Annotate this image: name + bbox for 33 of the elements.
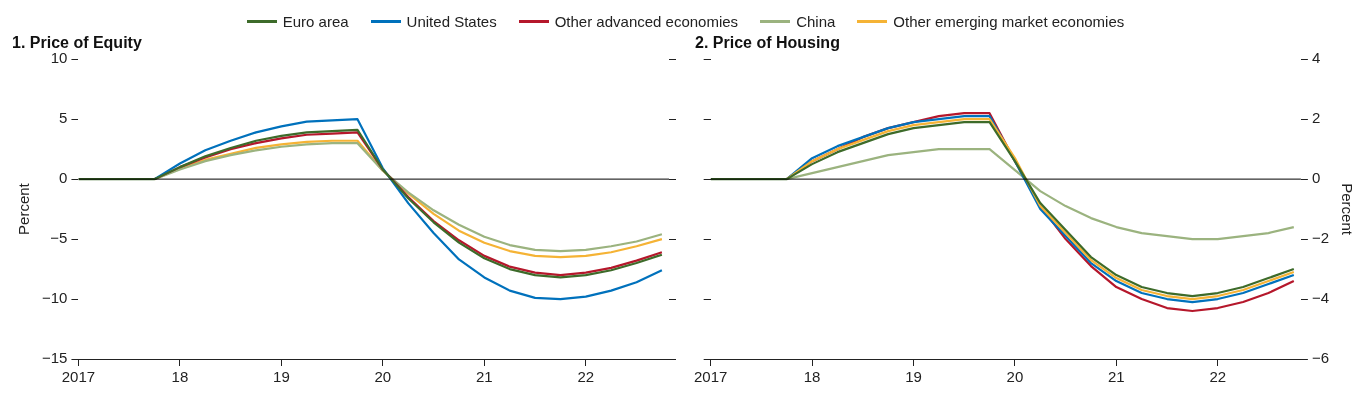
chart-title: 2. Price of Housing [695,34,840,52]
x-tick-label: 21 [1107,368,1125,386]
x-tick-label: 20 [1006,368,1024,386]
legend-label: Euro area [282,12,349,30]
y-tick-label: −10 [41,289,68,307]
x-tick-label: 2017 [694,368,728,386]
y-tick-label: 10 [50,49,68,67]
x-tick-label: 22 [577,368,595,386]
y2-tick-label: −4 [1311,289,1330,307]
y-tick-label: 5 [59,109,68,127]
x-tick-label: 19 [273,368,290,386]
x-tick-label: 21 [475,368,493,386]
legend-label: United States [406,12,497,30]
x-tick-label: 22 [1209,368,1227,386]
x-tick-label: 18 [803,368,821,386]
legend-label: Other emerging market economies [893,12,1125,30]
y-tick-label: −5 [50,229,68,247]
legend-label: China [796,12,836,30]
y2-tick-label: 2 [1311,109,1321,127]
y2-tick-label: −2 [1311,229,1330,247]
y2-axis-title: Percent [1338,183,1356,236]
y-tick-label: 0 [59,169,68,187]
x-tick-label: 18 [171,368,189,386]
x-tick-label: 20 [374,368,392,386]
x-tick-label: 2017 [61,368,96,386]
x-tick-label: 19 [905,368,922,386]
y2-tick-label: 0 [1311,169,1321,187]
y-axis-title: Percent [15,182,33,235]
legend-label: Other advanced economies [554,12,739,30]
y2-tick-label: −6 [1311,349,1330,367]
y-tick-label: −15 [41,349,68,367]
y2-tick-label: 4 [1311,49,1321,67]
chart-title: 1. Price of Equity [12,34,142,52]
